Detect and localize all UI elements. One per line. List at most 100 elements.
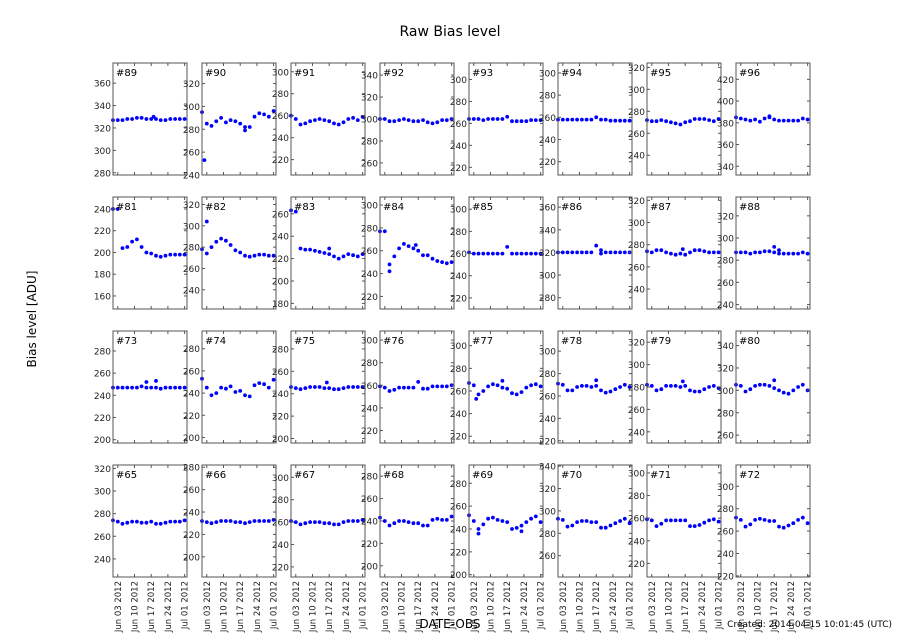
y-tick-label: 360 (539, 204, 556, 214)
data-point (565, 524, 570, 529)
y-tick-label: 240 (717, 301, 734, 311)
panel-ch81: #81 160 180 200 220 240 (94, 196, 188, 310)
y-tick-label: 320 (628, 197, 645, 207)
data-point (177, 117, 182, 121)
data-point (649, 518, 654, 523)
data-point (262, 112, 266, 117)
data-point (209, 245, 214, 250)
data-point (257, 111, 262, 116)
data-point (613, 250, 618, 255)
panel-ch88: #88 240 260 280 300 320 (717, 196, 811, 311)
y-tick-label: 340 (717, 163, 734, 173)
data-point (743, 117, 748, 122)
data-point (332, 121, 336, 126)
data-point (786, 523, 791, 528)
data-point (673, 384, 678, 388)
data-point (262, 519, 266, 523)
data-point (599, 388, 603, 393)
data-point (560, 518, 565, 522)
panel-label: #71 (650, 470, 671, 481)
data-point (510, 251, 514, 256)
data-point (791, 251, 796, 256)
y-axis-label: Bias level [ADU] (25, 270, 39, 368)
data-point (425, 120, 430, 125)
y-tick-label: 260 (539, 392, 556, 402)
panel-label: #73 (116, 336, 137, 347)
data-point (430, 121, 435, 126)
data-point (351, 116, 355, 120)
data-point (387, 262, 392, 267)
data-point (209, 393, 214, 398)
data-point (130, 519, 135, 524)
y-tick-label: 240 (628, 428, 645, 438)
data-point (233, 248, 238, 253)
data-point (575, 385, 579, 389)
data-point (716, 117, 721, 121)
data-point (500, 117, 505, 121)
data-point (622, 516, 627, 521)
panel-ch83: #83 180 200 220 240 260 (272, 196, 366, 310)
data-point (627, 118, 632, 123)
data-point (298, 122, 303, 127)
data-point (791, 118, 796, 123)
y-tick-label: 240 (628, 286, 645, 296)
data-point (618, 250, 622, 255)
data-point (580, 384, 584, 388)
x-tick-label: Jun 17 2012 (147, 581, 157, 633)
data-point (444, 518, 449, 522)
y-tick-label: 260 (272, 210, 289, 220)
panel-ch67: #67 220 240 260 280 300 Jun 03 2012 Jun 10 2012… (272, 464, 369, 633)
y-tick-label: 260 (183, 367, 200, 377)
data-point (476, 527, 481, 531)
data-point (406, 385, 411, 390)
y-tick-label: 220 (361, 540, 378, 550)
data-point (149, 385, 154, 390)
data-point (608, 250, 613, 255)
data-point (748, 522, 753, 527)
panel-ch86: #86 280 300 320 340 360 (539, 196, 633, 310)
x-tick-label: Jul 01 2012 (181, 581, 191, 630)
y-tick-label: 220 (450, 294, 467, 304)
data-point (158, 118, 163, 122)
data-point (678, 385, 683, 389)
y-tick-label: 320 (361, 94, 378, 104)
data-point (228, 118, 233, 122)
data-point (505, 245, 510, 249)
y-tick-label: 300 (272, 68, 289, 78)
data-point (120, 246, 125, 251)
data-point (209, 521, 214, 526)
y-tick-label: 280 (539, 370, 556, 380)
panel-label: #70 (561, 470, 582, 481)
y-tick-label: 200 (183, 434, 200, 444)
data-point (308, 385, 312, 389)
y-tick-label: 240 (272, 233, 289, 243)
data-point (711, 250, 716, 255)
y-tick-label: 240 (628, 152, 645, 162)
data-point (293, 209, 298, 214)
panel-label: #78 (561, 336, 582, 347)
data-point (594, 520, 599, 524)
y-tick-label: 280 (717, 409, 734, 419)
data-point (654, 524, 659, 528)
data-point (738, 116, 743, 121)
y-tick-label: 320 (183, 80, 200, 90)
data-point (500, 519, 505, 523)
data-point (204, 121, 209, 126)
data-point (603, 117, 608, 122)
data-point (125, 117, 130, 121)
data-point (360, 385, 365, 389)
panel-ch79: #79 240 260 280 300 320 (628, 330, 722, 444)
panel-label: #85 (472, 202, 493, 213)
data-point (257, 381, 262, 385)
data-point (327, 119, 332, 124)
data-point (594, 378, 599, 383)
y-tick-label: 280 (628, 384, 645, 394)
data-point (139, 384, 144, 389)
data-point (743, 250, 748, 255)
panel-ch92: #92 260 280 300 320 340 (361, 62, 455, 176)
y-tick-label: 280 (717, 505, 734, 515)
data-point (772, 519, 777, 523)
data-point (683, 518, 688, 523)
y-tick-label: 300 (450, 342, 467, 352)
y-tick-label: 300 (539, 348, 556, 358)
